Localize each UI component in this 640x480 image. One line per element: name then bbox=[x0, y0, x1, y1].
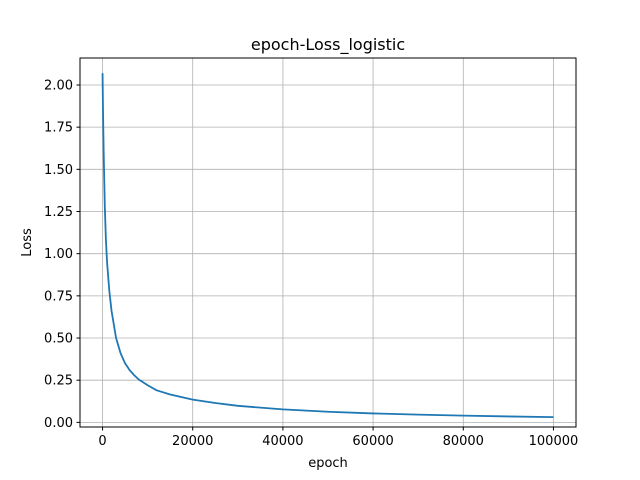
loss-series-line bbox=[101, 73, 554, 419]
plot-frame bbox=[79, 57, 577, 428]
grid bbox=[80, 58, 576, 427]
y-tick-label: 0.25 bbox=[44, 374, 73, 389]
y-axis-label: Loss bbox=[20, 228, 35, 257]
x-tick-label: 40000 bbox=[262, 434, 303, 449]
y-tick-label: 1.75 bbox=[44, 121, 73, 136]
x-tick-label: 20000 bbox=[172, 434, 213, 449]
series-layer bbox=[101, 73, 554, 419]
y-tick-label: 1.50 bbox=[44, 163, 73, 178]
x-tick-label: 80000 bbox=[443, 434, 484, 449]
x-axis-label: epoch bbox=[308, 456, 348, 471]
x-tick-label: 0 bbox=[98, 434, 106, 449]
y-tick-label: 0.00 bbox=[44, 416, 73, 431]
y-tick-label: 1.00 bbox=[44, 247, 73, 262]
x-tick-label: 60000 bbox=[352, 434, 393, 449]
y-tick-label: 2.00 bbox=[44, 78, 73, 93]
y-tick-label: 0.75 bbox=[44, 289, 73, 304]
y-tick-label: 0.50 bbox=[44, 332, 73, 347]
x-tick-label: 100000 bbox=[529, 434, 579, 449]
y-tick-label: 1.25 bbox=[44, 205, 73, 220]
y-axis-ticks: 0.00 0.25 0.50 0.75 1.00 1.25 1.50 1.75 2.00 bbox=[44, 78, 80, 431]
x-axis-ticks: 0 20000 40000 60000 80000 100000 bbox=[98, 427, 578, 449]
chart-title: epoch-Loss_logistic bbox=[251, 35, 405, 55]
